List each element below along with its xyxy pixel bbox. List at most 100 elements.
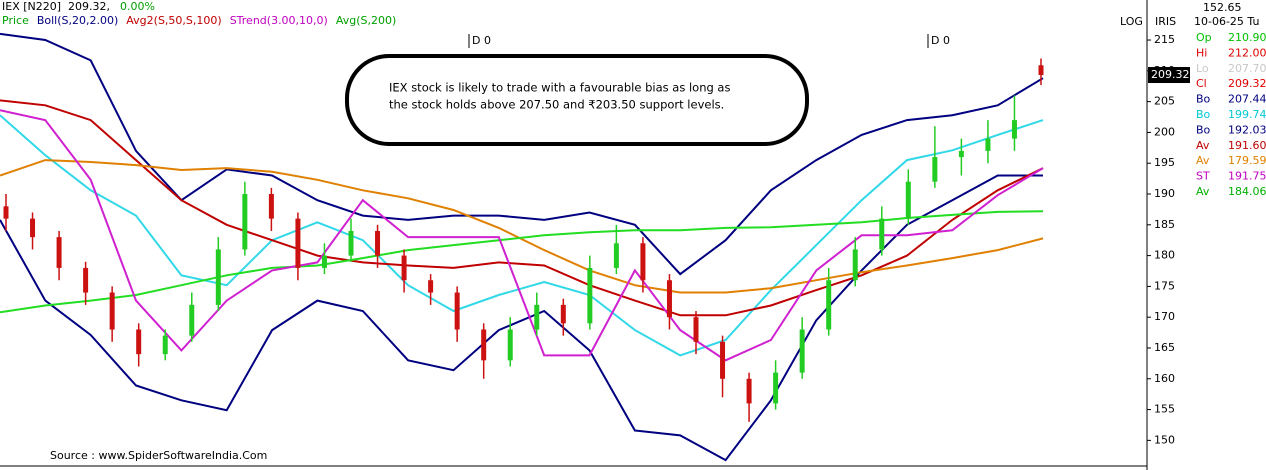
scale-label: IRIS (1155, 15, 1176, 28)
candle-body (162, 335, 168, 355)
indicator-line (0, 210, 1044, 314)
annotation-line: IEX stock is likely to trade with a favo… (389, 81, 730, 95)
y-tick-label: 195 (1154, 156, 1175, 169)
last-price: 209.32, (68, 0, 110, 13)
readout-name: Cl (1196, 77, 1207, 90)
candle-body (3, 206, 9, 219)
candle-body (454, 292, 460, 330)
y-tick-label: 205 (1154, 95, 1175, 108)
readout-value: 199.74 (1228, 108, 1266, 121)
readout-name: Bo (1196, 108, 1211, 121)
change: 0.00% (120, 0, 155, 13)
candle-body (83, 267, 89, 293)
candle-body (1011, 120, 1017, 139)
readout-value: 207.70 (1228, 62, 1266, 75)
y-tick-label: 200 (1154, 125, 1175, 138)
annotation-box (345, 54, 809, 146)
marker: D 0 (931, 34, 950, 47)
candle-body (268, 194, 274, 219)
y-tick-label: 175 (1154, 279, 1175, 292)
candle-body (109, 292, 115, 330)
candle-body (560, 304, 566, 324)
plot-area (0, 32, 1044, 462)
y-tick-label: 215 (1154, 33, 1175, 46)
candle-body (958, 150, 964, 158)
marker: D 0 (472, 34, 491, 47)
readout-value: 207.44 (1228, 93, 1266, 106)
readout-name: Op (1196, 31, 1212, 44)
indicator: Price (2, 14, 29, 27)
candle-body (189, 304, 195, 336)
candle-body (666, 280, 672, 318)
source: Source : www.SpiderSoftwareIndia.Com (50, 449, 267, 462)
readout-value: 210.90 (1228, 31, 1266, 44)
readout-value: 212.00 (1228, 46, 1266, 59)
readout-name: ST (1196, 170, 1210, 183)
indicator: Boll(S,20,2.00) (37, 14, 118, 27)
readout-name: Bo (1196, 93, 1211, 106)
candle-body (879, 218, 885, 250)
readout-value: 184.06 (1228, 185, 1266, 198)
y-tick-label: 180 (1154, 249, 1175, 262)
candle-body (30, 218, 36, 238)
y-tick-label: 160 (1154, 372, 1175, 385)
annotation-line: the stock holds above 207.50 and ₹203.50… (389, 98, 724, 112)
candle-body (375, 230, 381, 256)
candle-body (428, 280, 434, 293)
indicator-line (0, 114, 1044, 357)
symbol: IEX [N220] (2, 0, 61, 13)
candle-body (401, 255, 407, 281)
y-tick-label: 150 (1154, 433, 1175, 446)
candle-body (693, 317, 699, 342)
candle-body (852, 249, 858, 281)
price-tag-label: 209.32 (1151, 68, 1190, 81)
candle-body (215, 249, 221, 305)
indicator-line (0, 174, 1043, 462)
candle-body (136, 329, 142, 355)
indicator: Avg(S,200) (336, 14, 396, 27)
candle-body (481, 329, 487, 361)
candle-body (321, 255, 327, 268)
candle-body (985, 138, 991, 151)
candle-body (799, 329, 805, 373)
indicator-line (0, 109, 1044, 362)
readout-name: Av (1196, 185, 1210, 198)
candle-body (534, 304, 540, 330)
candle-body (932, 157, 938, 182)
readout-name: Av (1196, 154, 1210, 167)
readout-name: Av (1196, 139, 1210, 152)
readout-value: 192.03 (1228, 123, 1266, 136)
candle-body (242, 194, 248, 250)
candle-body (295, 218, 301, 268)
price-tag (1148, 67, 1190, 84)
y-tick-label: 165 (1154, 341, 1175, 354)
readout-name: Hi (1196, 46, 1207, 59)
readout-value: 179.59 (1228, 154, 1266, 167)
candle-body (56, 237, 62, 268)
readout-name: Bo (1196, 123, 1211, 136)
indicator-line (0, 159, 1044, 294)
candle-body (507, 329, 513, 361)
indicator-line (0, 32, 1044, 276)
indicator: Avg2(S,50,S,100) (126, 14, 221, 27)
readout-value: 209.32 (1228, 77, 1266, 90)
readout-name: Lo (1196, 62, 1209, 75)
candle-body (773, 372, 779, 404)
scale-label: LOG (1120, 15, 1143, 28)
candle-body (1038, 65, 1044, 76)
y-tick-label: 190 (1154, 187, 1175, 200)
cursor-date: 10-06-25 Tu (1194, 15, 1259, 28)
candle-body (348, 230, 354, 256)
y-tick-label: 170 (1154, 310, 1175, 323)
readout-value: 191.75 (1228, 170, 1266, 183)
candle-body (826, 280, 832, 330)
candle-body (720, 341, 726, 379)
candle-body (905, 181, 911, 219)
indicator: STrend(3.00,10,0) (230, 14, 328, 27)
candle-body (640, 243, 646, 281)
candle-body (613, 243, 619, 268)
candle-body (587, 267, 593, 324)
candle-body (746, 378, 752, 404)
cursor-value: 152.65 (1203, 1, 1242, 14)
